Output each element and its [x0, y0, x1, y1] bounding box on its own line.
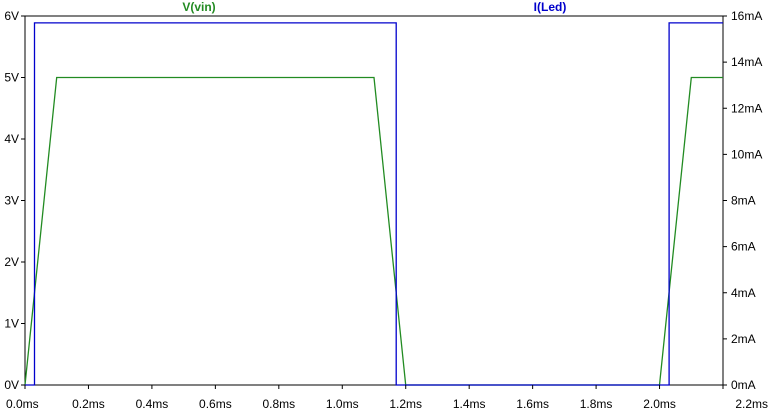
- y-right-tick-label: 0mA: [731, 378, 756, 392]
- x-tick-label: 2.0ms: [643, 397, 676, 411]
- y-left-tick-label: 6V: [4, 9, 19, 23]
- x-tick-label: 1.4ms: [453, 397, 486, 411]
- y-right-tick-label: 6mA: [731, 240, 756, 254]
- y-right-tick-label: 8mA: [731, 194, 756, 208]
- legend-vin: V(vin): [182, 0, 215, 14]
- x-tick-label: 0.6ms: [199, 397, 232, 411]
- y-left-tick-label: 0V: [4, 378, 19, 392]
- plot-area-frame: [24, 15, 724, 386]
- y-right-tick-label: 2mA: [731, 332, 756, 346]
- x-tick-label: 0.2ms: [72, 397, 105, 411]
- y-axis-left: 0V 1V 2V 3V 4V 5V 6V: [4, 9, 25, 392]
- y-right-tick-label: 16mA: [731, 9, 762, 23]
- x-tick-label: 1.8ms: [580, 397, 613, 411]
- x-axis: 0.0ms 0.2ms 0.4ms 0.6ms 0.8ms 1.0ms 1.2ms 1.4ms…: [6, 385, 768, 411]
- x-tick-label: 1.0ms: [326, 397, 359, 411]
- series-line-vin: [24, 76, 723, 386]
- y-axis-right: 0mA 2mA 4mA 6mA 8mA 10mA 12mA 14mA 16mA: [723, 9, 762, 392]
- y-left-tick-label: 1V: [4, 317, 19, 331]
- y-right-tick-label: 14mA: [731, 55, 762, 69]
- series-line-iled: [25, 22, 723, 386]
- legend-iled: I(Led): [534, 0, 567, 14]
- x-tick-label: 0.4ms: [136, 397, 169, 411]
- y-left-tick-label: 5V: [4, 71, 19, 85]
- x-tick-label: 1.2ms: [389, 397, 422, 411]
- x-tick-label: 2.2ms: [735, 397, 768, 411]
- y-right-tick-label: 12mA: [731, 101, 762, 115]
- x-tick-label: 1.6ms: [516, 397, 549, 411]
- x-tick-label: 0.0ms: [6, 397, 39, 411]
- y-left-tick-label: 2V: [4, 255, 19, 269]
- series-layer: [24, 22, 723, 386]
- y-right-tick-label: 4mA: [731, 286, 756, 300]
- x-tick-label: 0.8ms: [262, 397, 295, 411]
- y-right-tick-label: 10mA: [731, 147, 762, 161]
- y-left-tick-label: 3V: [4, 194, 19, 208]
- y-left-tick-label: 4V: [4, 132, 19, 146]
